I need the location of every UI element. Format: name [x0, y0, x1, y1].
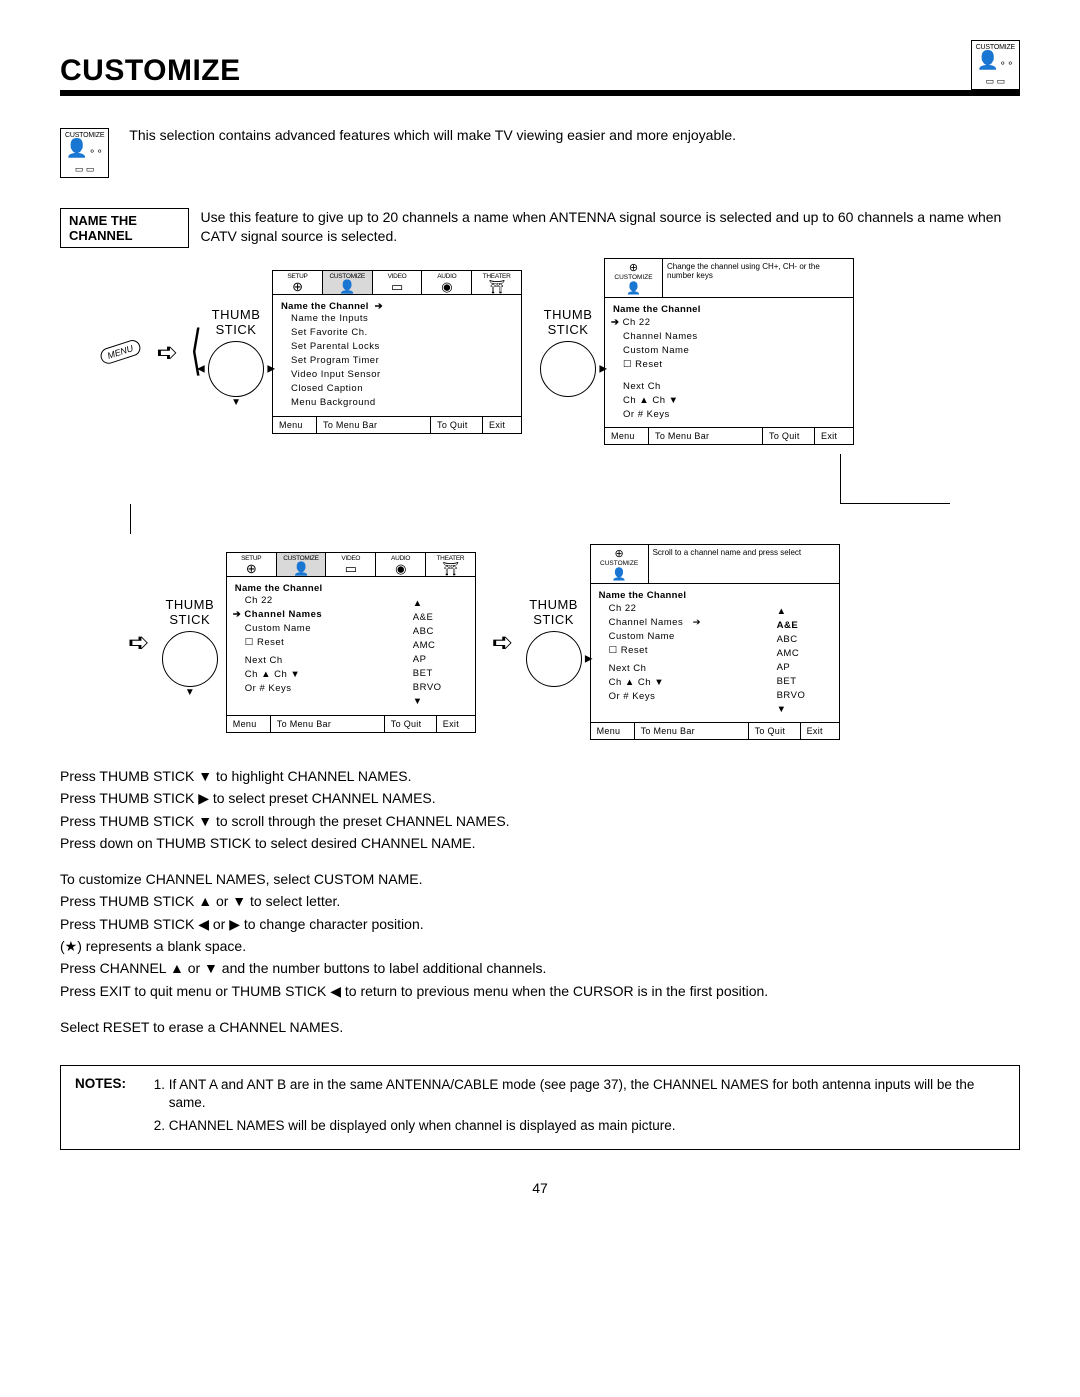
page-number: 47 [60, 1180, 1020, 1196]
thumb-stick: THUMB STICK [540, 307, 596, 397]
menu-badge: MENU [99, 338, 142, 366]
arrow-icon: ➪ [128, 629, 150, 655]
page-title: CUSTOMIZE [60, 54, 241, 88]
menu-screen-2: ⊕CUSTOMIZE👤 Change the channel using CH+… [604, 258, 854, 445]
intro-text: This selection contains advanced feature… [129, 126, 736, 146]
feature-desc: Use this feature to give up to 20 channe… [201, 208, 1020, 246]
flow-connector [840, 454, 950, 504]
arrow-icon: ➪ [157, 339, 179, 365]
thumb-stick: THUMB STICK ▼ [162, 597, 218, 687]
flow-connector [130, 504, 1020, 534]
feature-label: NAME THE CHANNEL [60, 208, 189, 248]
thumb-stick: THUMB STICK [526, 597, 582, 687]
instructions: Press THUMB STICK ▼ to highlight CHANNEL… [60, 766, 1020, 1037]
customize-icon: CUSTOMIZE 👤⚬⚬▭ ▭ [971, 40, 1020, 90]
arrow-icon: ➪ [492, 629, 514, 655]
thumb-stick: THUMB STICK ▼ [208, 307, 264, 397]
header-rule [60, 90, 1020, 96]
menu-screen-3: SETUP⊕ CUSTOMIZE👤 VIDEO▭ AUDIO◉ THEATER⛩… [226, 552, 476, 733]
notes-box: NOTES: If ANT A and ANT B are in the sam… [60, 1065, 1020, 1150]
customize-icon-inline: CUSTOMIZE 👤⚬⚬▭ ▭ [60, 128, 109, 178]
menu-screen-4: ⊕CUSTOMIZE👤 Scroll to a channel name and… [590, 544, 840, 740]
menu-screen-1: SETUP⊕ CUSTOMIZE👤 VIDEO▭ AUDIO◉ THEATER⛩… [272, 270, 522, 434]
